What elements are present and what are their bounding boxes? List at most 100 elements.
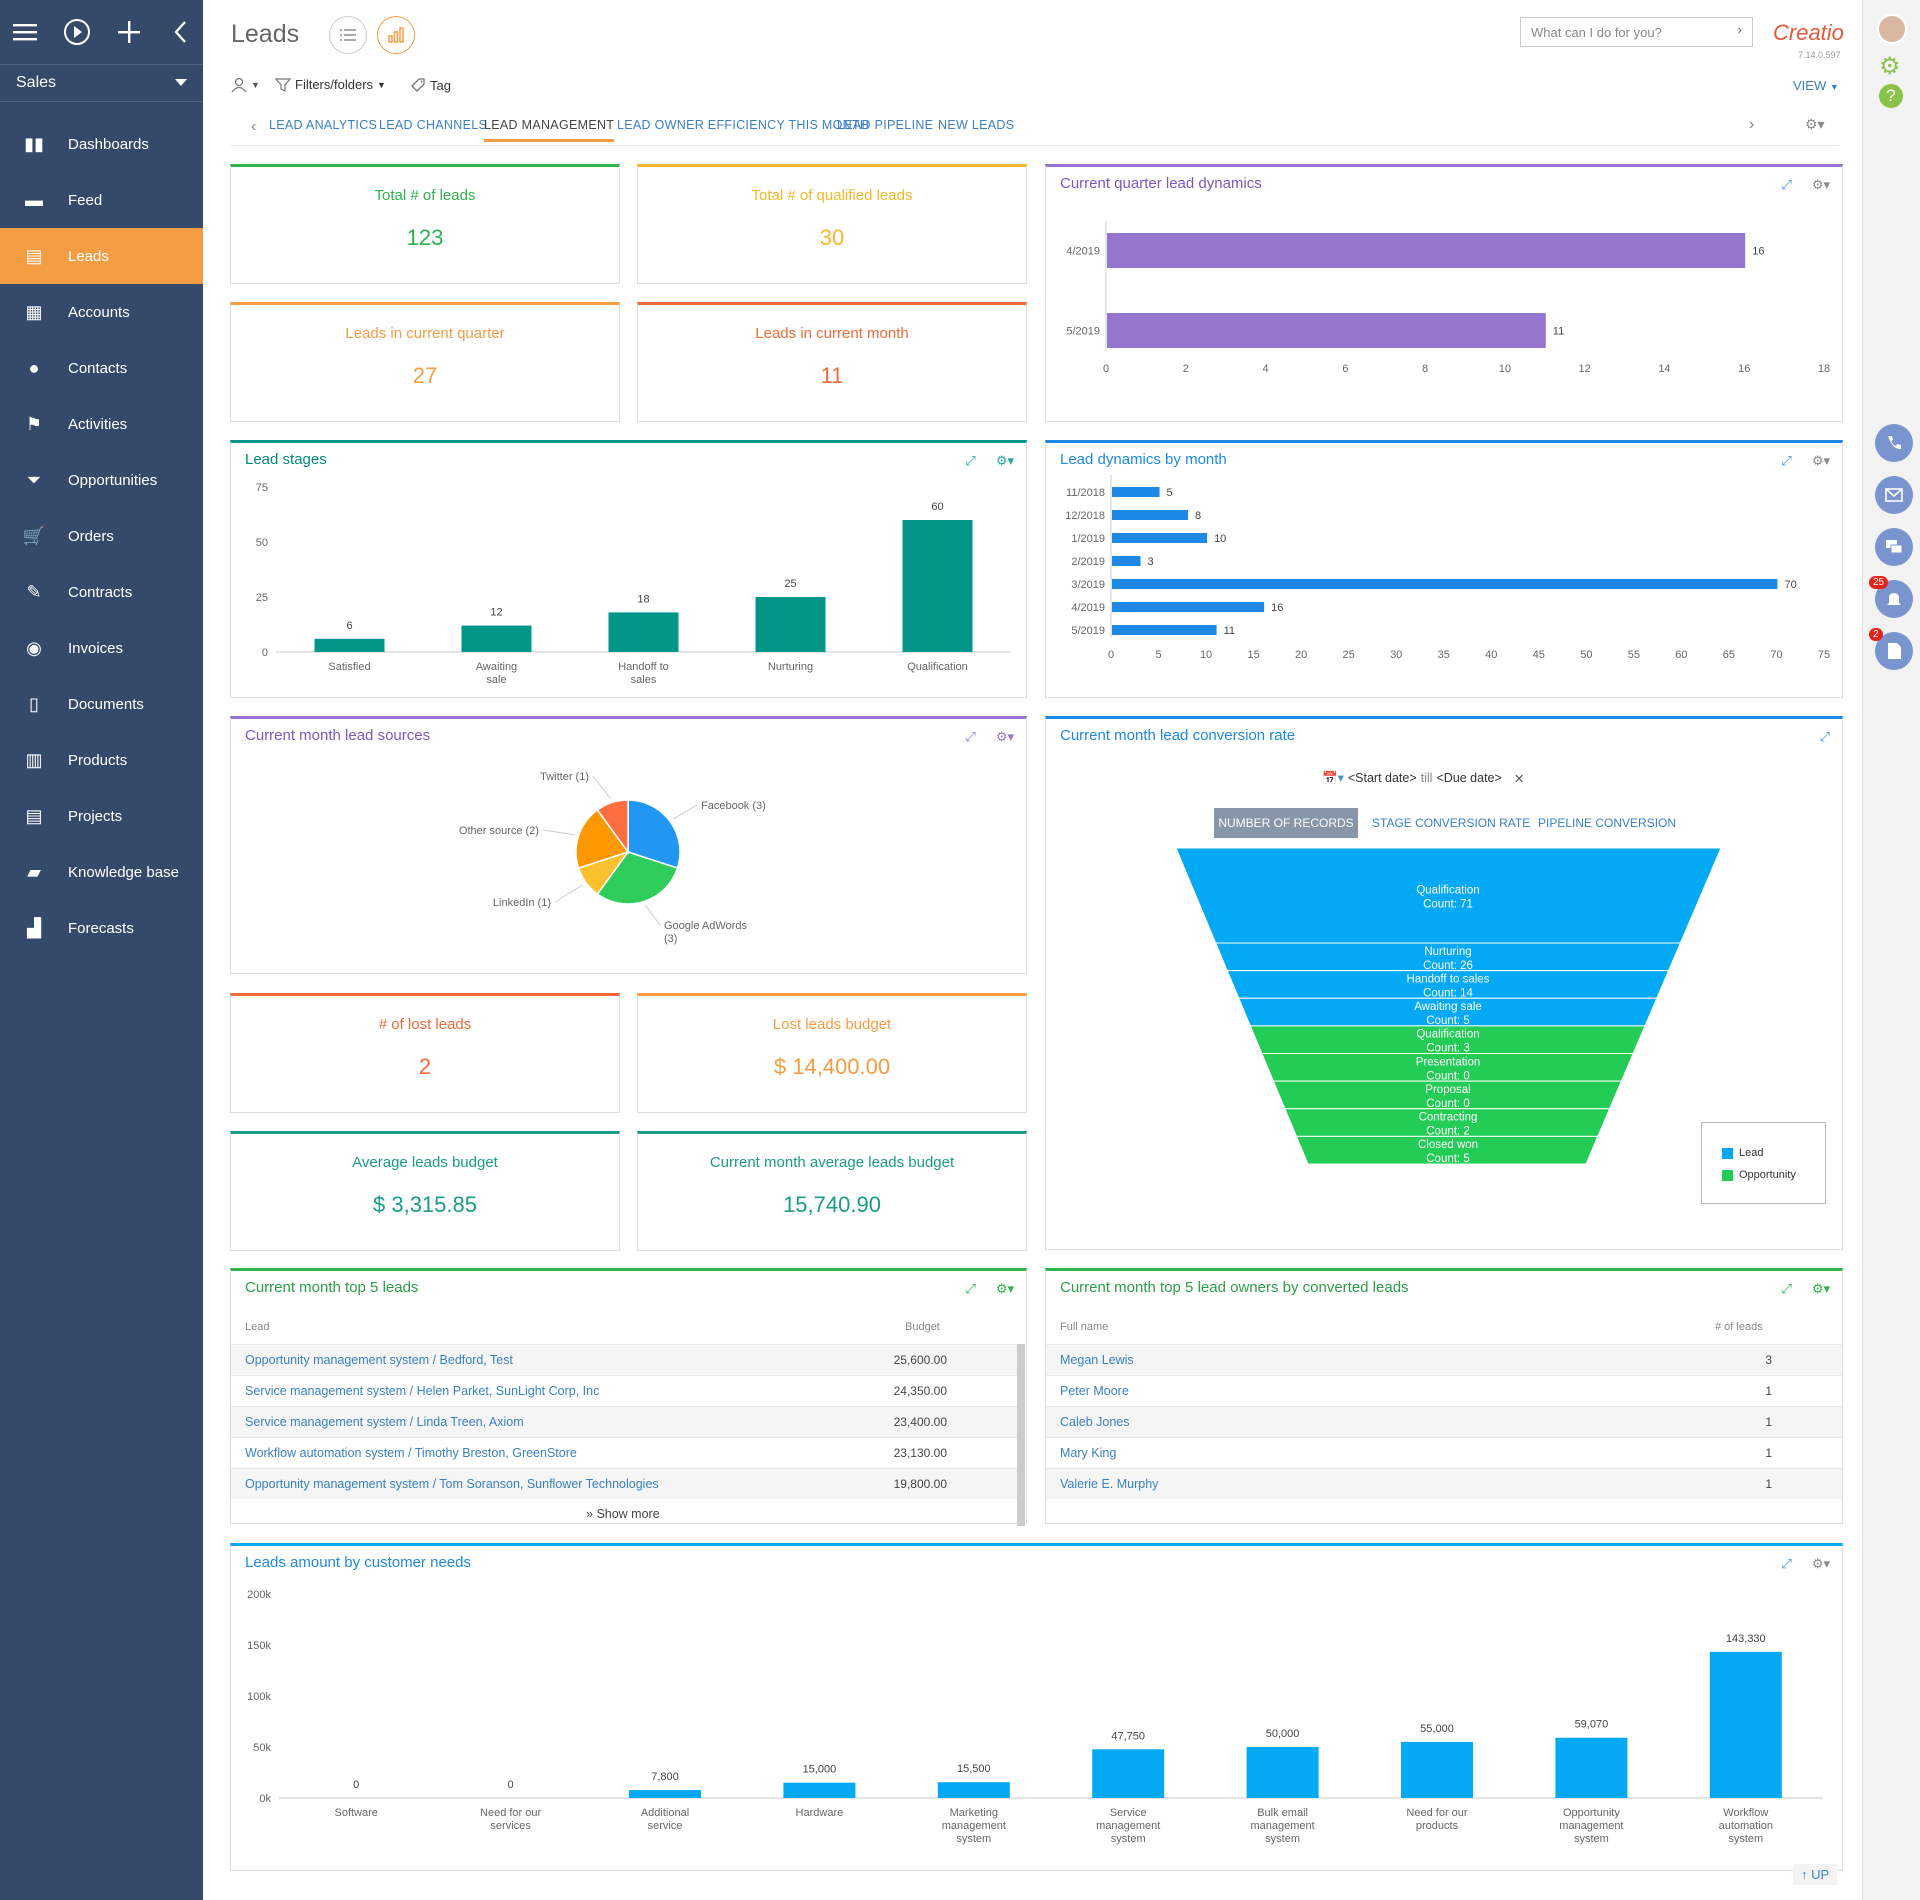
sidebar-item-orders[interactable]: 🛒 Orders xyxy=(0,508,203,564)
list-view-button[interactable] xyxy=(329,16,367,54)
tabs-scroll-right-icon[interactable]: › xyxy=(1749,116,1755,133)
tab-lead-management[interactable]: LEAD MANAGEMENT xyxy=(484,118,615,142)
column-header-full-name[interactable]: Full name xyxy=(1060,1321,1109,1333)
sidebar-item-contracts[interactable]: ✎ Contracts xyxy=(0,564,203,620)
command-search-input[interactable]: What can I do for you? › xyxy=(1520,17,1753,47)
sidebar-item-projects[interactable]: ▤ Projects xyxy=(0,788,203,844)
expand-icon[interactable]: ⤢ xyxy=(1781,1281,1792,1296)
bar[interactable] xyxy=(1112,510,1189,520)
widget-lost-leads[interactable]: # of lost leads 2 xyxy=(230,993,620,1113)
table-row[interactable]: Service management system / Helen Parket… xyxy=(231,1375,1017,1406)
bar[interactable] xyxy=(629,1790,701,1798)
table-row[interactable]: Opportunity management system / Bedford,… xyxy=(231,1344,1017,1375)
tab-lead-owner-efficiency[interactable]: LEAD OWNER EFFICIENCY THIS MONTH xyxy=(617,118,870,132)
bar[interactable] xyxy=(902,520,973,652)
settings-gear-icon[interactable]: ⚙▾ xyxy=(1811,453,1830,468)
bar[interactable] xyxy=(1107,233,1746,268)
expand-icon[interactable]: ⤢ xyxy=(965,1281,976,1296)
bar[interactable] xyxy=(937,1782,1010,1798)
bar[interactable] xyxy=(1246,1747,1319,1798)
expand-icon[interactable]: ⤢ xyxy=(1781,1556,1792,1571)
bar[interactable] xyxy=(1092,1749,1165,1798)
expand-icon[interactable]: ⤢ xyxy=(1781,453,1792,468)
tab-number-of-records[interactable]: NUMBER OF RECORDS xyxy=(1214,808,1358,838)
widget-qualified-leads[interactable]: Total # of qualified leads 30 xyxy=(637,164,1027,284)
clear-period-icon[interactable]: ✕ xyxy=(1513,771,1525,786)
widget-month-average-budget[interactable]: Current month average leads budget 15,74… xyxy=(637,1131,1027,1251)
sidebar-item-documents[interactable]: ▯ Documents xyxy=(0,676,203,732)
tabs-settings-gear-icon[interactable]: ⚙▾ xyxy=(1805,116,1825,132)
tab-lead-analytics[interactable]: LEAD ANALYTICS xyxy=(269,118,378,132)
sidebar-item-leads[interactable]: ▤ Leads xyxy=(0,228,203,284)
phone-button[interactable] xyxy=(1875,424,1913,462)
sidebar-item-contacts[interactable]: ● Contacts xyxy=(0,340,203,396)
column-header-budget[interactable]: Budget xyxy=(905,1321,940,1333)
table-row[interactable]: Workflow automation system / Timothy Bre… xyxy=(231,1437,1017,1468)
widget-average-leads-budget[interactable]: Average leads budget $ 3,315.85 xyxy=(230,1131,620,1251)
widget-leads-current-quarter[interactable]: Leads in current quarter 27 xyxy=(230,302,620,422)
owner-link[interactable]: Peter Moore xyxy=(1060,1384,1129,1398)
filters-folders-button[interactable]: Filters/folders ▼ xyxy=(275,77,386,92)
bar[interactable] xyxy=(1112,579,1778,589)
search-arrow-icon[interactable]: › xyxy=(1737,22,1742,37)
sidebar-item-knowledge-base[interactable]: ▰ Knowledge base xyxy=(0,844,203,900)
tab-new-leads[interactable]: NEW LEADS xyxy=(938,118,1015,132)
tab-stage-conversion-rate[interactable]: STAGE CONVERSION RATE xyxy=(1372,816,1531,830)
lead-link[interactable]: Workflow automation system / Timothy Bre… xyxy=(245,1446,577,1460)
bar[interactable] xyxy=(608,612,679,652)
column-header-lead-count[interactable]: # of leads xyxy=(1715,1321,1763,1333)
notifications-button[interactable]: 25 xyxy=(1869,576,1913,618)
sidebar-item-opportunities[interactable]: ⏷ Opportunities xyxy=(0,452,203,508)
settings-gear-icon[interactable]: ⚙▾ xyxy=(1811,177,1830,192)
analytics-view-button[interactable] xyxy=(377,16,415,54)
bar[interactable] xyxy=(314,638,385,652)
table-row[interactable]: Megan Lewis 3 xyxy=(1046,1344,1842,1375)
bar[interactable] xyxy=(1112,487,1160,497)
owner-link[interactable]: Valerie E. Murphy xyxy=(1060,1477,1159,1491)
tab-lead-channels[interactable]: LEAD CHANNELS xyxy=(379,118,488,132)
table-row[interactable]: Mary King 1 xyxy=(1046,1437,1842,1468)
email-button[interactable] xyxy=(1875,476,1913,514)
pie-slice[interactable] xyxy=(596,799,629,855)
table-row[interactable]: Service management system / Linda Treen,… xyxy=(231,1406,1017,1437)
system-settings-gear-icon[interactable]: ⚙ xyxy=(1879,53,1901,80)
bar[interactable] xyxy=(1112,533,1208,543)
show-more-button[interactable]: » Show more xyxy=(586,1507,660,1521)
bar[interactable] xyxy=(1112,625,1217,635)
sidebar-item-dashboards[interactable]: ▮▮ Dashboards xyxy=(0,116,203,172)
lead-link[interactable]: Service management system / Helen Parket… xyxy=(245,1384,600,1398)
settings-gear-icon[interactable]: ⚙▾ xyxy=(1811,1556,1830,1571)
column-header-lead[interactable]: Lead xyxy=(245,1321,270,1333)
bar[interactable] xyxy=(461,625,532,652)
pie-slice[interactable] xyxy=(575,808,630,870)
bar[interactable] xyxy=(755,597,826,652)
table-row[interactable]: Valerie E. Murphy 1 xyxy=(1046,1468,1842,1499)
collapse-chevron-icon[interactable] xyxy=(166,17,196,47)
funnel-stage[interactable] xyxy=(1295,1135,1599,1165)
owner-filter-button[interactable]: ▼ xyxy=(231,77,260,93)
settings-gear-icon[interactable]: ⚙▾ xyxy=(995,729,1014,744)
process-play-icon[interactable] xyxy=(62,17,92,47)
settings-gear-icon[interactable]: ⚙▾ xyxy=(995,453,1014,468)
calendar-icon[interactable]: 📅▾ xyxy=(1322,771,1344,785)
sidebar-item-accounts[interactable]: ▦ Accounts xyxy=(0,284,203,340)
scroll-up-button[interactable]: ↑ UP xyxy=(1793,1864,1838,1885)
bar[interactable] xyxy=(1107,313,1546,348)
view-button[interactable]: VIEW ▼ xyxy=(1793,78,1839,93)
start-date-field[interactable]: <Start date> xyxy=(1347,771,1417,785)
lead-link[interactable]: Service management system / Linda Treen,… xyxy=(245,1415,524,1429)
owner-link[interactable]: Mary King xyxy=(1060,1446,1117,1460)
tag-button[interactable]: Tag xyxy=(410,77,451,93)
scrollbar[interactable] xyxy=(1017,1344,1025,1526)
tabs-scroll-left-icon[interactable]: ‹ xyxy=(251,118,257,135)
owner-link[interactable]: Megan Lewis xyxy=(1060,1353,1134,1367)
expand-icon[interactable]: ⤢ xyxy=(965,729,976,744)
expand-icon[interactable]: ⤢ xyxy=(1819,729,1830,744)
settings-gear-icon[interactable]: ⚙▾ xyxy=(1811,1281,1830,1296)
lead-link[interactable]: Opportunity management system / Bedford,… xyxy=(245,1353,513,1367)
lead-link[interactable]: Opportunity management system / Tom Sora… xyxy=(245,1477,659,1491)
sidebar-item-invoices[interactable]: ◉ Invoices xyxy=(0,620,203,676)
table-row[interactable]: Peter Moore 1 xyxy=(1046,1375,1842,1406)
settings-gear-icon[interactable]: ⚙▾ xyxy=(995,1281,1014,1296)
sidebar-item-activities[interactable]: ⚑ Activities xyxy=(0,396,203,452)
